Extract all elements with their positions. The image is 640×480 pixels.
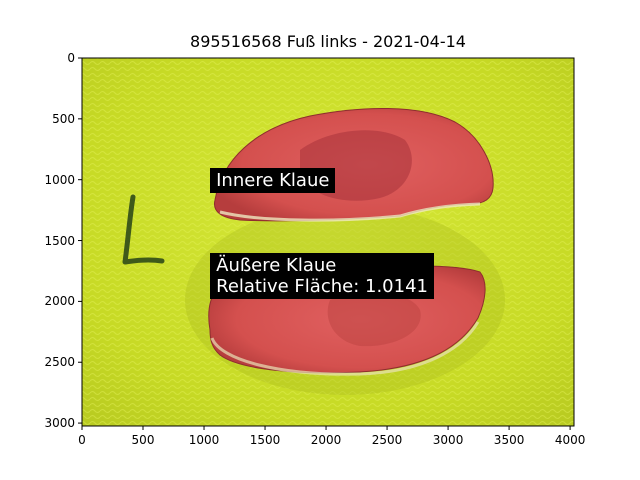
figure-title: 895516568 Fuß links - 2021-04-14	[190, 32, 466, 51]
x-tick-label: 3500	[493, 433, 525, 447]
axes-frame	[81, 57, 575, 427]
inner-claw-rim	[219, 202, 481, 222]
x-tick-label: 1000	[188, 433, 220, 447]
y-axis-ticks	[78, 57, 82, 424]
y-tick-label: 2500	[44, 355, 75, 370]
x-tick-label: 2500	[371, 433, 403, 447]
marker-letter-l	[122, 194, 165, 265]
y-tick-label: 0	[67, 51, 75, 65]
x-tick-label: 3000	[432, 433, 464, 447]
x-tick-label: 2000	[310, 433, 342, 447]
y-tick-label: 2000	[44, 294, 75, 309]
y-tick-label: 1000	[44, 172, 75, 187]
annotation-inner-claw: Innere Klaue	[210, 168, 336, 194]
x-tick-label: 1500	[249, 433, 281, 447]
outer-claw-rim	[210, 321, 480, 376]
x-tick-label: 0	[78, 433, 86, 447]
annotation-outer-claw: Äußere Klaue Relative Fläche: 1.0141	[210, 253, 434, 300]
x-axis-ticks	[81, 426, 571, 430]
y-tick-label: 1500	[44, 233, 75, 248]
y-tick-label: 500	[52, 111, 75, 126]
y-tick-label: 3000	[44, 416, 75, 431]
outer-claw-dark-region	[327, 291, 421, 347]
x-tick-label: 4000	[554, 433, 586, 447]
photo	[82, 58, 574, 426]
x-tick-label: 500	[131, 433, 155, 447]
